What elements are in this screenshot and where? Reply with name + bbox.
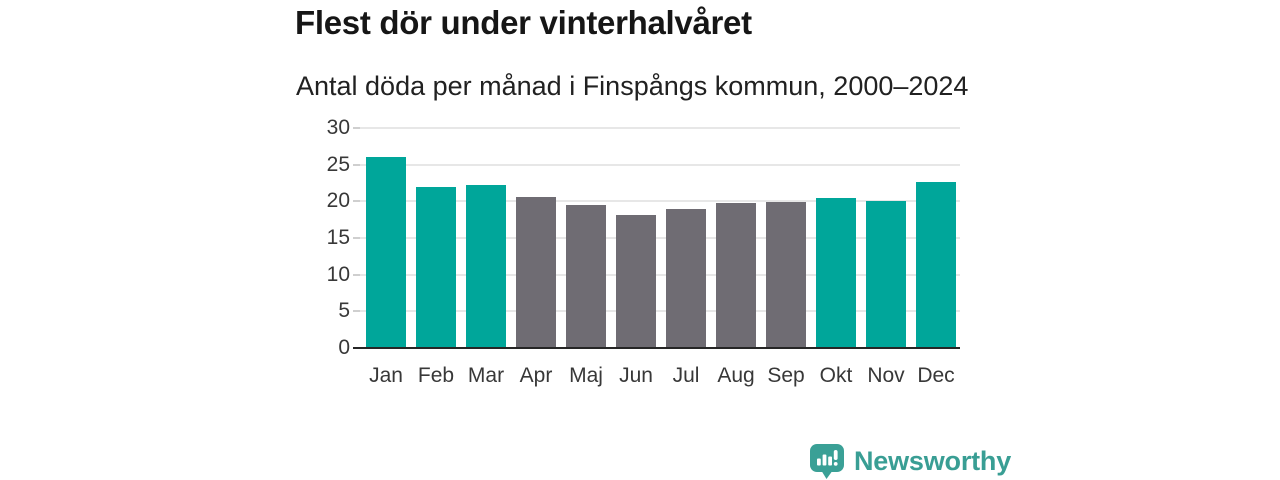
- bar-maj: [566, 205, 606, 348]
- gridline-10: [353, 273, 960, 276]
- gridline-5: [353, 310, 960, 313]
- bar-okt: [816, 197, 856, 348]
- bar-mar: [466, 185, 506, 348]
- bar-jan: [366, 157, 406, 348]
- y-axis-label-15: 15: [326, 226, 350, 249]
- y-axis-label-20: 20: [326, 189, 350, 213]
- x-axis-label-nov: Nov: [867, 364, 905, 387]
- x-axis-label-okt: Okt: [819, 364, 853, 387]
- page-subtitle: Antal döda per månad i Finspångs kommun,…: [296, 71, 969, 101]
- gridline-20: [353, 200, 960, 203]
- brand-logo: Newsworthy: [809, 443, 1011, 480]
- bar-sep: [766, 202, 806, 348]
- x-axis-label-sep: Sep: [767, 364, 805, 387]
- y-axis-label-5: 5: [338, 299, 350, 323]
- gridline-15: [353, 237, 960, 239]
- x-axis-label-jan: Jan: [369, 364, 403, 387]
- x-axis-label-mar: Mar: [467, 364, 505, 387]
- y-axis-tick-5: [353, 310, 360, 313]
- x-axis-baseline: [353, 347, 960, 349]
- x-axis-label-jul: Jul: [672, 364, 700, 387]
- y-axis-tick-10: [353, 273, 360, 276]
- y-axis-label-25: 25: [326, 152, 350, 176]
- x-axis-label-apr: Apr: [519, 364, 553, 387]
- gridline-25: [353, 163, 960, 166]
- newsworthy-logo-icon: [809, 443, 846, 480]
- x-axis-label-maj: Maj: [569, 364, 603, 387]
- x-axis-label-jun: Jun: [619, 364, 653, 387]
- bar-nov: [866, 201, 906, 348]
- brand-name-label: Newsworthy: [854, 446, 1012, 476]
- y-axis-tick-30: [353, 127, 360, 129]
- y-axis-tick-20: [353, 200, 360, 203]
- y-axis-label-10: 10: [326, 262, 350, 286]
- y-axis-tick-25: [353, 163, 360, 166]
- y-axis-label-0: 0: [338, 336, 350, 359]
- x-axis-label-dec: Dec: [917, 364, 955, 387]
- x-axis-label-feb: Feb: [417, 364, 455, 387]
- gridline-30: [353, 127, 960, 129]
- x-axis-label-aug: Aug: [717, 364, 755, 387]
- bar-feb: [416, 187, 456, 348]
- y-axis-tick-15: [353, 237, 360, 239]
- bar-dec: [916, 181, 956, 348]
- page-title: Flest dör under vinterhalvåret: [295, 4, 752, 41]
- bar-jul: [666, 208, 706, 348]
- bar-aug: [716, 202, 756, 348]
- bar-apr: [516, 196, 556, 348]
- bar-jun: [616, 214, 656, 348]
- y-axis-label-30: 30: [326, 116, 350, 139]
